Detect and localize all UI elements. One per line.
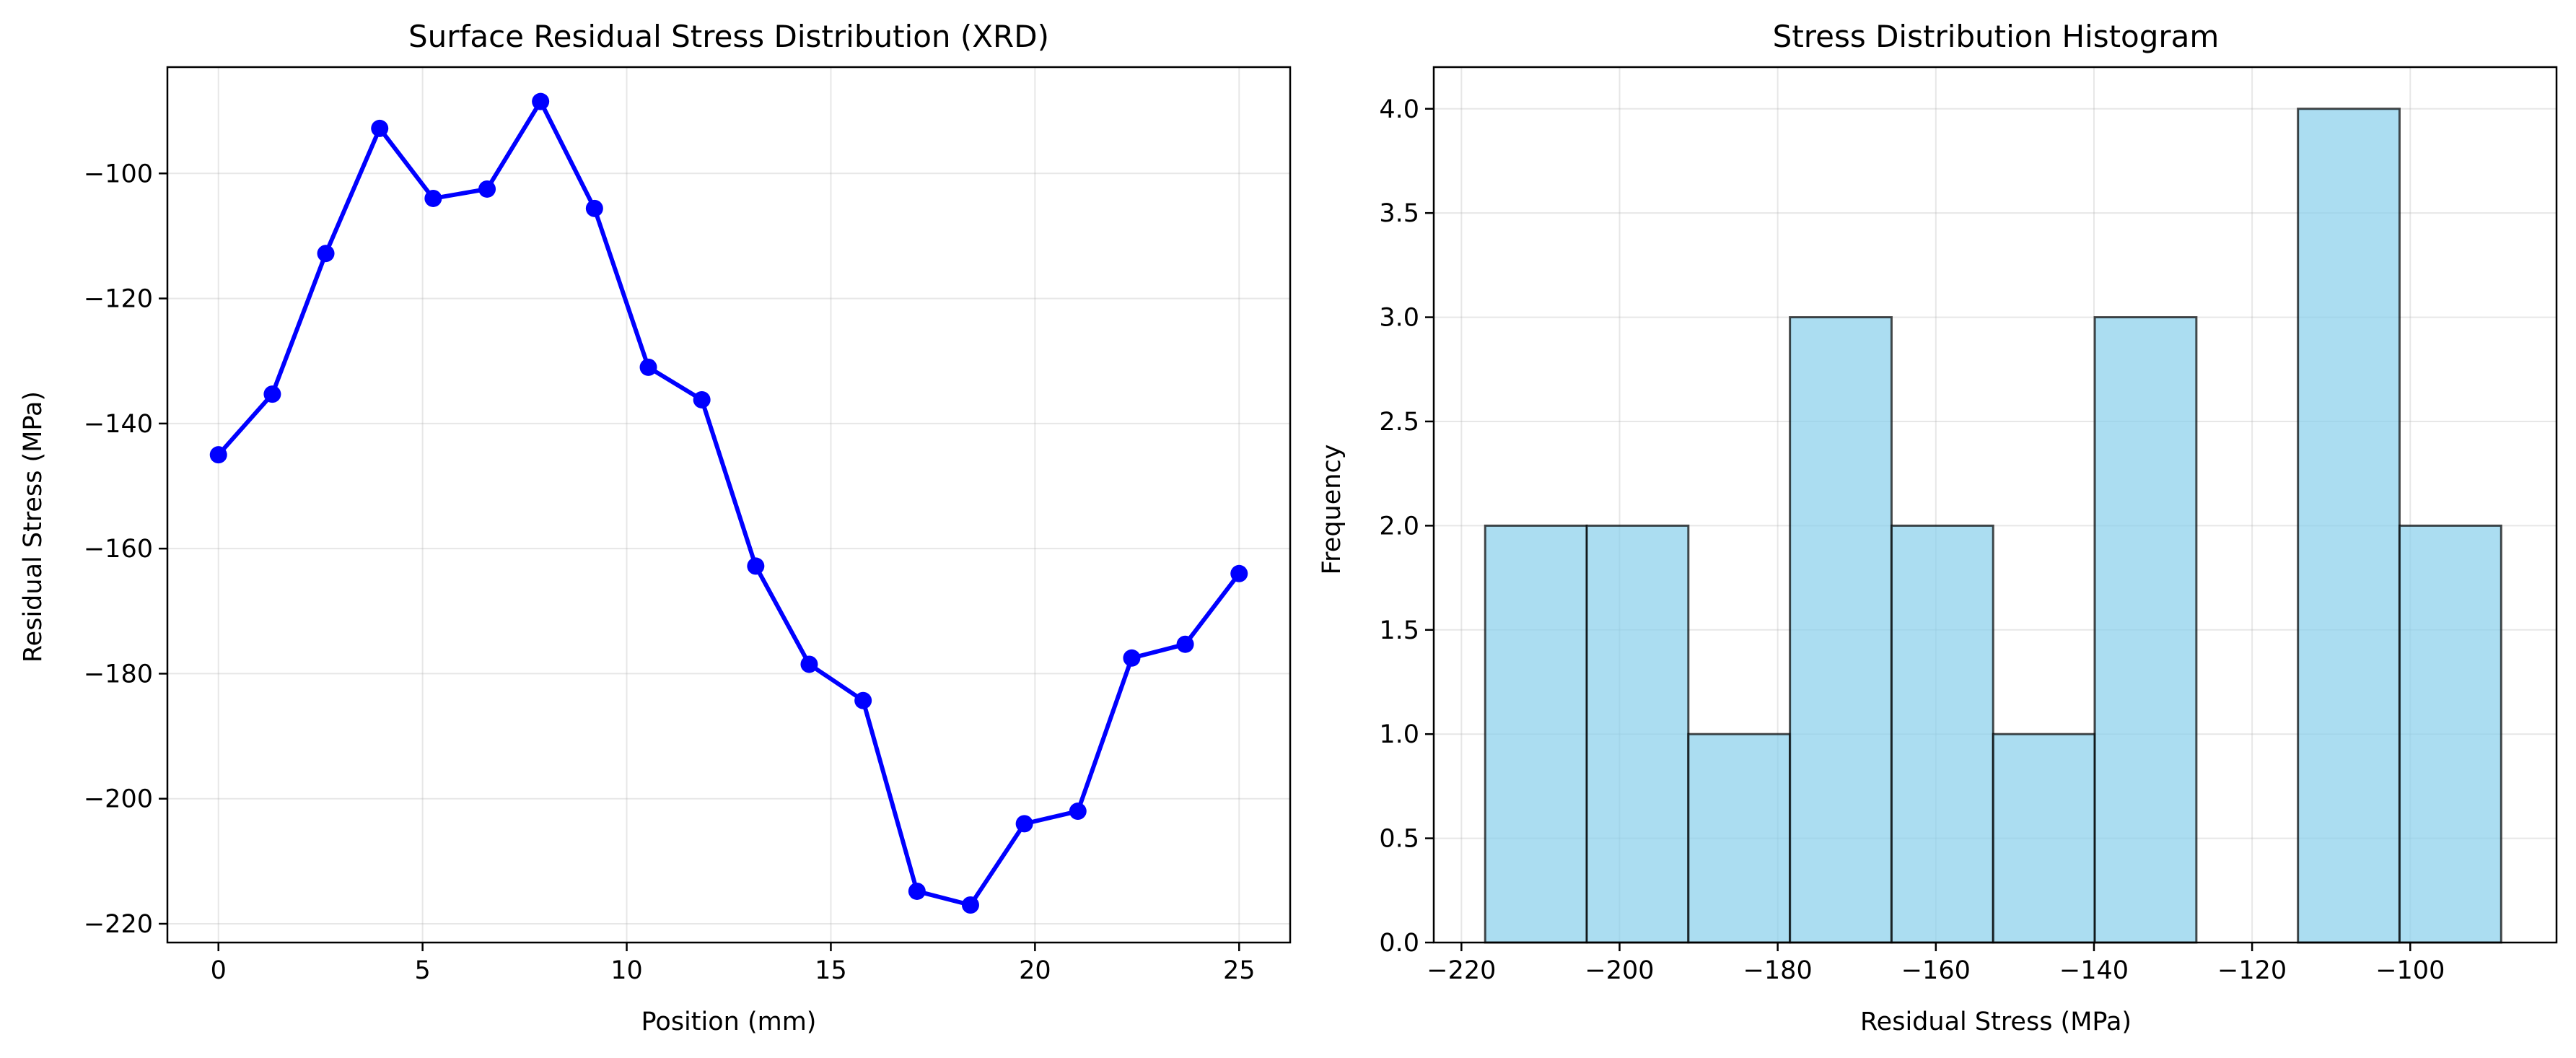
histogram-bar xyxy=(1585,524,1690,944)
data-point xyxy=(693,390,711,408)
histogram-ylabel: Frequency xyxy=(1318,445,1346,575)
y-tick-label: 1.5 xyxy=(1379,616,1419,645)
histogram-bar xyxy=(1687,733,1792,944)
data-point xyxy=(1230,564,1248,582)
y-tick-label: −140 xyxy=(84,410,153,439)
y-tick-label: 2.5 xyxy=(1379,408,1419,437)
y-tick-label: 3.5 xyxy=(1379,199,1419,228)
data-point xyxy=(209,446,227,464)
x-tick-label: −120 xyxy=(2217,956,2287,985)
data-point xyxy=(747,557,765,575)
data-point xyxy=(1176,635,1194,653)
y-tick-label: −220 xyxy=(84,910,153,939)
y-tick-label: −180 xyxy=(84,660,153,688)
data-point xyxy=(1015,815,1033,833)
y-tick-label: −120 xyxy=(84,285,153,314)
data-point xyxy=(371,119,389,137)
histogram-bar xyxy=(2093,316,2198,944)
data-point xyxy=(317,245,335,263)
y-tick-label: 3.0 xyxy=(1379,304,1419,333)
histogram-title: Stress Distribution Histogram xyxy=(1773,19,2220,54)
y-tick-label: 0.0 xyxy=(1379,929,1419,958)
x-tick-label: 5 xyxy=(414,956,430,985)
histogram-bar xyxy=(2398,524,2502,944)
x-tick-label: −160 xyxy=(1901,956,1971,985)
y-tick-label: −160 xyxy=(84,535,153,564)
data-point xyxy=(1123,649,1141,667)
data-point xyxy=(424,189,442,207)
data-point xyxy=(854,691,872,709)
histogram-xlabel: Residual Stress (MPa) xyxy=(1860,1007,2132,1036)
data-point xyxy=(478,180,496,198)
histogram-bar xyxy=(1484,524,1588,944)
y-tick-label: −100 xyxy=(84,159,153,188)
data-point xyxy=(639,358,657,376)
data-point xyxy=(532,92,550,110)
x-tick-label: −220 xyxy=(1427,956,1496,985)
data-point xyxy=(961,896,979,914)
line-chart-ylabel: Residual Stress (MPa) xyxy=(19,391,48,663)
data-point xyxy=(800,655,818,673)
series-line xyxy=(216,99,1241,908)
y-tick-label: 2.0 xyxy=(1379,512,1419,541)
histogram-bar xyxy=(1890,524,1994,944)
histogram-frame xyxy=(1432,66,2558,944)
x-tick-label: 25 xyxy=(1223,956,1256,985)
x-tick-label: −200 xyxy=(1585,956,1654,985)
line-chart-frame xyxy=(166,66,1292,944)
data-point xyxy=(1069,803,1087,821)
line-chart-title: Surface Residual Stress Distribution (XR… xyxy=(408,19,1049,54)
x-tick-label: −100 xyxy=(2375,956,2445,985)
x-tick-label: −180 xyxy=(1743,956,1813,985)
x-tick-label: −140 xyxy=(2059,956,2129,985)
x-tick-label: 0 xyxy=(211,956,227,985)
data-point xyxy=(263,385,281,403)
x-tick-label: 10 xyxy=(610,956,643,985)
line-chart-panel: Surface Residual Stress Distribution (XR… xyxy=(19,19,1292,1036)
x-tick-label: 20 xyxy=(1019,956,1051,985)
y-tick-label: 0.5 xyxy=(1379,825,1419,854)
y-tick-label: 4.0 xyxy=(1379,95,1419,124)
histogram-bar xyxy=(1789,316,1893,944)
data-point xyxy=(908,882,926,900)
y-tick-label: 1.0 xyxy=(1379,720,1419,749)
histogram-bar xyxy=(1992,733,2096,944)
histogram-panel: Stress Distribution Histogram Residual S… xyxy=(1318,19,2558,1036)
y-tick-label: −200 xyxy=(84,785,153,814)
data-point xyxy=(585,199,603,217)
x-tick-label: 15 xyxy=(815,956,847,985)
histogram-bar xyxy=(2297,108,2401,944)
line-chart-xlabel: Position (mm) xyxy=(641,1007,817,1036)
